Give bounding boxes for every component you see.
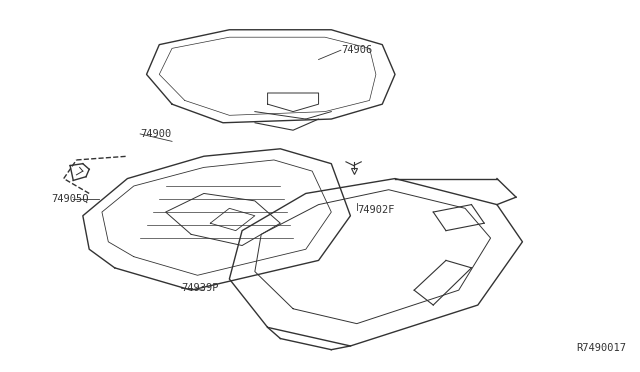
- Text: 74906: 74906: [341, 45, 372, 55]
- Text: 74900: 74900: [140, 129, 172, 139]
- Text: 74905Q: 74905Q: [51, 194, 88, 204]
- Text: 74939P: 74939P: [182, 283, 219, 293]
- Text: 74902F: 74902F: [356, 205, 394, 215]
- Text: R7490017: R7490017: [577, 343, 627, 353]
